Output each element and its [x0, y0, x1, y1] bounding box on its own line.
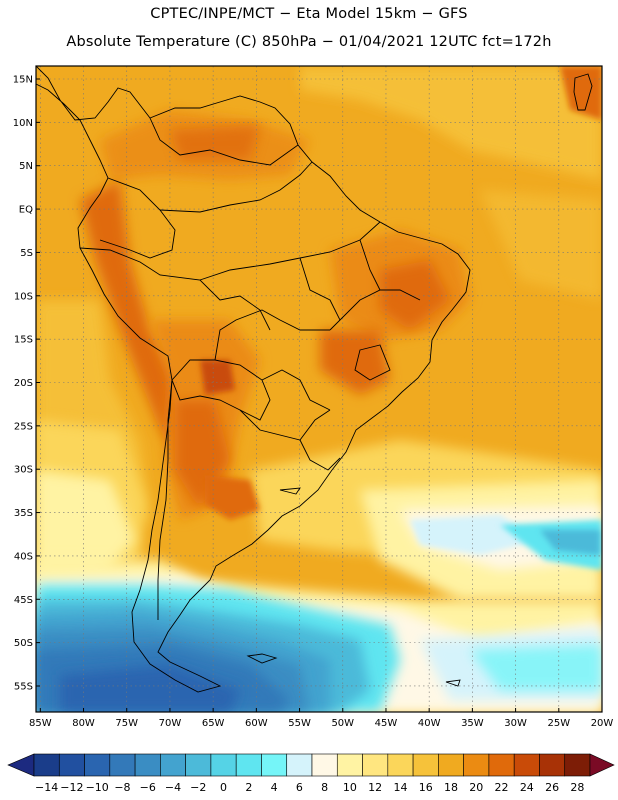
map-frame — [35, 65, 603, 713]
lon-label: 70W — [159, 718, 182, 729]
lat-label: 20S — [14, 378, 33, 389]
colorbar-label: −2 — [190, 781, 206, 794]
temperature-field — [36, 66, 602, 712]
colorbar-label: 26 — [545, 781, 559, 794]
colorbar-label: 10 — [343, 781, 357, 794]
colorbar-label: 4 — [271, 781, 278, 794]
lon-label: 30W — [504, 718, 527, 729]
lon-label: 35W — [461, 718, 484, 729]
colorbar-label: 24 — [520, 781, 534, 794]
lat-label: 15N — [13, 75, 33, 86]
lat-label: 30S — [14, 465, 33, 476]
coastlines-and-borders — [36, 66, 593, 693]
colorbar: −14 −12 −10 −8 −6 −4 −2 0 2 4 6 8 10 12 14 16 18 20 22 24 26… — [7, 753, 615, 794]
longitude-labels: 85W 80W 75W 70W 65W 60W 55W 50W 45W 40W 35W 30W 25W 2… — [29, 708, 613, 729]
colorbar-label: 6 — [296, 781, 303, 794]
colorbar-label: −10 — [86, 781, 109, 794]
lat-label: 55S — [14, 681, 33, 692]
lon-label: 45W — [375, 718, 398, 729]
colorbar-label: 18 — [444, 781, 458, 794]
colorbar-label: −14 — [35, 781, 58, 794]
lat-label: 10N — [13, 118, 33, 129]
colorbar-swatch — [438, 753, 464, 777]
colorbar-swatch — [160, 753, 186, 777]
lat-label: 10S — [14, 291, 33, 302]
lon-label: 85W — [29, 718, 52, 729]
colorbar-swatch — [387, 753, 414, 777]
colorbar-label: 14 — [393, 781, 407, 794]
colorbar-label: 22 — [495, 781, 509, 794]
colorbar-label: 2 — [245, 781, 252, 794]
lon-label: 65W — [202, 718, 225, 729]
lat-label: 5S — [20, 248, 33, 259]
colorbar-swatch — [210, 753, 237, 777]
lat-label: 15S — [14, 335, 33, 346]
lon-label: 40W — [418, 718, 441, 729]
colorbar-swatch — [286, 753, 313, 777]
colorbar-under-triangle — [7, 753, 35, 777]
colorbar-swatch — [134, 753, 161, 777]
lat-label: 50S — [14, 638, 33, 649]
colorbar-swatch — [311, 753, 338, 777]
lon-label: 25W — [547, 718, 570, 729]
lon-label: 60W — [245, 718, 268, 729]
lon-label: 75W — [115, 718, 138, 729]
lon-label: 20W — [591, 718, 614, 729]
colorbar-label: −6 — [140, 781, 156, 794]
lat-label: 40S — [14, 551, 33, 562]
title-model: CPTEC/INPE/MCT − Eta Model 15km − GFS — [150, 6, 468, 22]
colorbar-swatch — [488, 753, 515, 777]
colorbar-swatch — [336, 753, 363, 777]
colorbar-over-triangle — [589, 753, 615, 777]
lon-label: 50W — [331, 718, 354, 729]
lon-label: 55W — [288, 718, 311, 729]
lat-label: 25S — [14, 421, 33, 432]
colorbar-swatch — [362, 753, 389, 777]
colorbar-label: 16 — [419, 781, 433, 794]
lat-label: 5N — [19, 161, 33, 172]
colorbar-swatch — [539, 753, 566, 777]
colorbar-label: −12 — [60, 781, 83, 794]
colorbar-swatch — [58, 753, 85, 777]
colorbar-swatch — [261, 753, 288, 777]
colorbar-swatch — [84, 753, 111, 777]
colorbar-swatch — [564, 753, 591, 777]
lat-label: 45S — [14, 595, 33, 606]
lon-label: 80W — [72, 718, 95, 729]
lat-label: 35S — [14, 508, 33, 519]
colorbar-swatch — [33, 753, 60, 777]
colorbar-swatch — [463, 753, 490, 777]
colorbar-label: −8 — [114, 781, 130, 794]
title-field: Absolute Temperature (C) 850hPa − 01/04/… — [66, 34, 552, 50]
colorbar-label: 20 — [469, 781, 483, 794]
colorbar-swatch — [513, 753, 540, 777]
colorbar-label: 8 — [321, 781, 328, 794]
latitude-labels: 15N 10N 5N EQ 5S 10S 15S 20S 25S 30S 35S 40S 45S 50S 5… — [13, 75, 40, 692]
colorbar-label: −4 — [165, 781, 181, 794]
colorbar-swatch — [185, 753, 212, 777]
colorbar-swatch — [235, 753, 262, 777]
colorbar-label: 28 — [570, 781, 584, 794]
lat-label: EQ — [19, 205, 33, 216]
colorbar-swatch — [412, 753, 439, 777]
colorbar-swatch — [109, 753, 136, 777]
colorbar-label: 0 — [220, 781, 227, 794]
colorbar-label: 12 — [368, 781, 382, 794]
